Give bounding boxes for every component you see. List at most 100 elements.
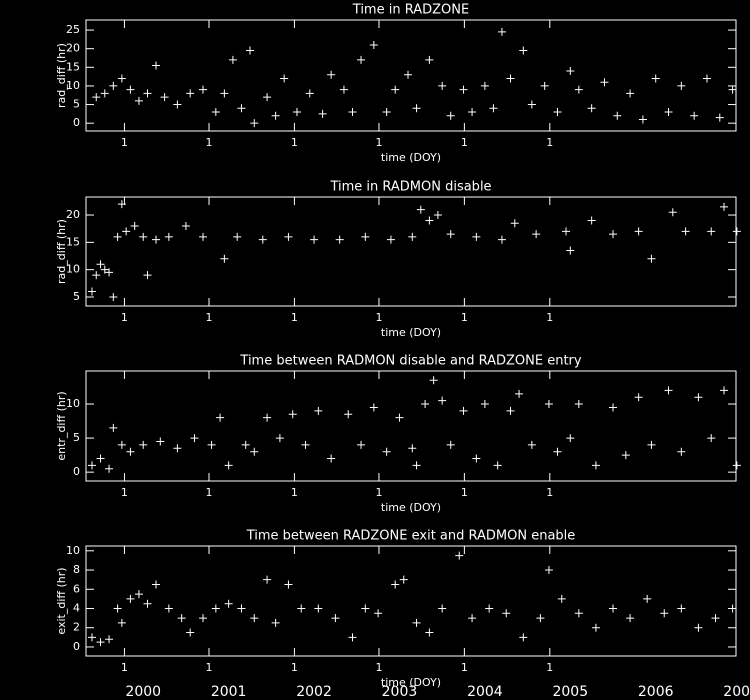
point [87,287,96,296]
point [374,609,383,618]
point [160,93,169,102]
point [173,444,182,453]
y-tick-label: 0 [73,640,80,653]
point [207,440,216,449]
y-tick-label: 20 [66,42,80,55]
x-tick-label: 1 [121,661,128,674]
x-tick-label: 1 [546,136,553,149]
plot-frame [85,196,737,307]
point [732,227,741,236]
point [562,227,571,236]
year-label: 2003 [382,684,418,700]
point [245,46,254,55]
point [216,413,225,422]
point [105,464,114,473]
point [544,566,553,575]
point [468,108,477,117]
point [152,580,161,589]
point [186,628,195,637]
point [433,211,442,220]
point [651,74,660,83]
point [126,447,135,456]
point [224,599,233,608]
point [544,400,553,409]
point [164,604,173,613]
point [117,200,126,209]
x-tick-label: 1 [375,311,382,324]
point [553,447,562,456]
point [143,271,152,280]
y-tick-label: 6 [73,582,80,595]
x-axis-label: time (DOY) [381,676,441,689]
point [220,254,229,263]
point [732,461,741,470]
point [720,386,729,395]
point [416,205,425,214]
point [412,104,421,113]
plot-frame [85,545,737,657]
point [357,440,366,449]
point [574,85,583,94]
point [694,623,703,632]
point [485,604,494,613]
point [318,109,327,118]
point [408,444,417,453]
x-tick-label: 1 [291,486,298,499]
point [275,434,284,443]
year-label: 2002 [296,684,332,700]
point [288,410,297,419]
point [647,440,656,449]
point [117,440,126,449]
point [591,461,600,470]
point [143,89,152,98]
x-tick-label: 1 [205,311,212,324]
point [707,434,716,443]
point [609,230,618,239]
point [109,292,118,301]
x-tick-label: 1 [375,486,382,499]
point [250,614,259,623]
point [292,108,301,117]
y-tick-label: 5 [73,431,80,444]
point [404,70,413,79]
chart-title: Time in RADMON disable [329,180,491,195]
point [459,406,468,415]
point [472,454,481,463]
point [100,265,109,274]
point [493,461,502,470]
x-tick-label: 1 [121,486,128,499]
point [506,406,515,415]
point [314,406,323,415]
point [626,89,635,98]
point [711,614,720,623]
y-tick-label: 10 [66,397,80,410]
point [199,614,208,623]
point [92,93,101,102]
point [130,221,139,230]
x-tick-label: 1 [461,661,468,674]
point [258,235,267,244]
point [591,623,600,632]
y-axis-label: exit_diff (hr) [55,567,68,634]
point [715,113,724,122]
point [660,609,669,618]
year-label: 2005 [552,684,588,700]
point [728,604,737,613]
point [455,551,464,560]
y-tick-label: 8 [73,563,80,576]
point [211,108,220,117]
point [519,46,528,55]
point [263,93,272,102]
y-tick-label: 5 [73,290,80,303]
point [609,604,618,613]
point [237,604,246,613]
point [314,604,323,613]
y-tick-label: 5 [73,98,80,111]
point [408,232,417,241]
x-tick-label: 1 [291,136,298,149]
point [327,454,336,463]
point [105,268,114,277]
point [540,81,549,90]
point [211,604,220,613]
point [574,400,583,409]
